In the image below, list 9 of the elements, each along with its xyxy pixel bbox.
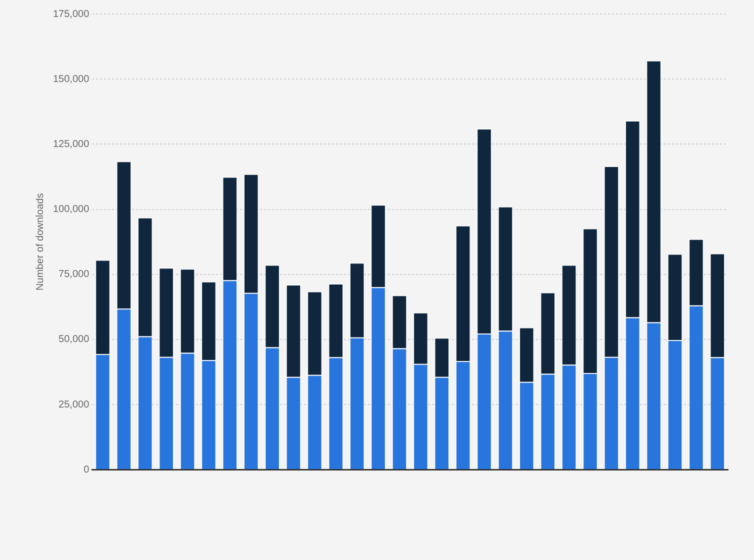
y-axis-title: Number of downloads bbox=[34, 193, 46, 290]
y-tick-label: 50,000 bbox=[58, 334, 90, 346]
y-tick-label: 150,000 bbox=[52, 74, 90, 85]
y-tick-label: 25,000 bbox=[58, 399, 90, 410]
y-tick-label: 75,000 bbox=[58, 269, 90, 280]
y-tick-label: 175,000 bbox=[52, 8, 90, 20]
y-tick-label: 125,000 bbox=[52, 138, 90, 150]
y-tick-label: 0 bbox=[84, 464, 90, 476]
y-tick-label: 100,000 bbox=[52, 204, 90, 216]
